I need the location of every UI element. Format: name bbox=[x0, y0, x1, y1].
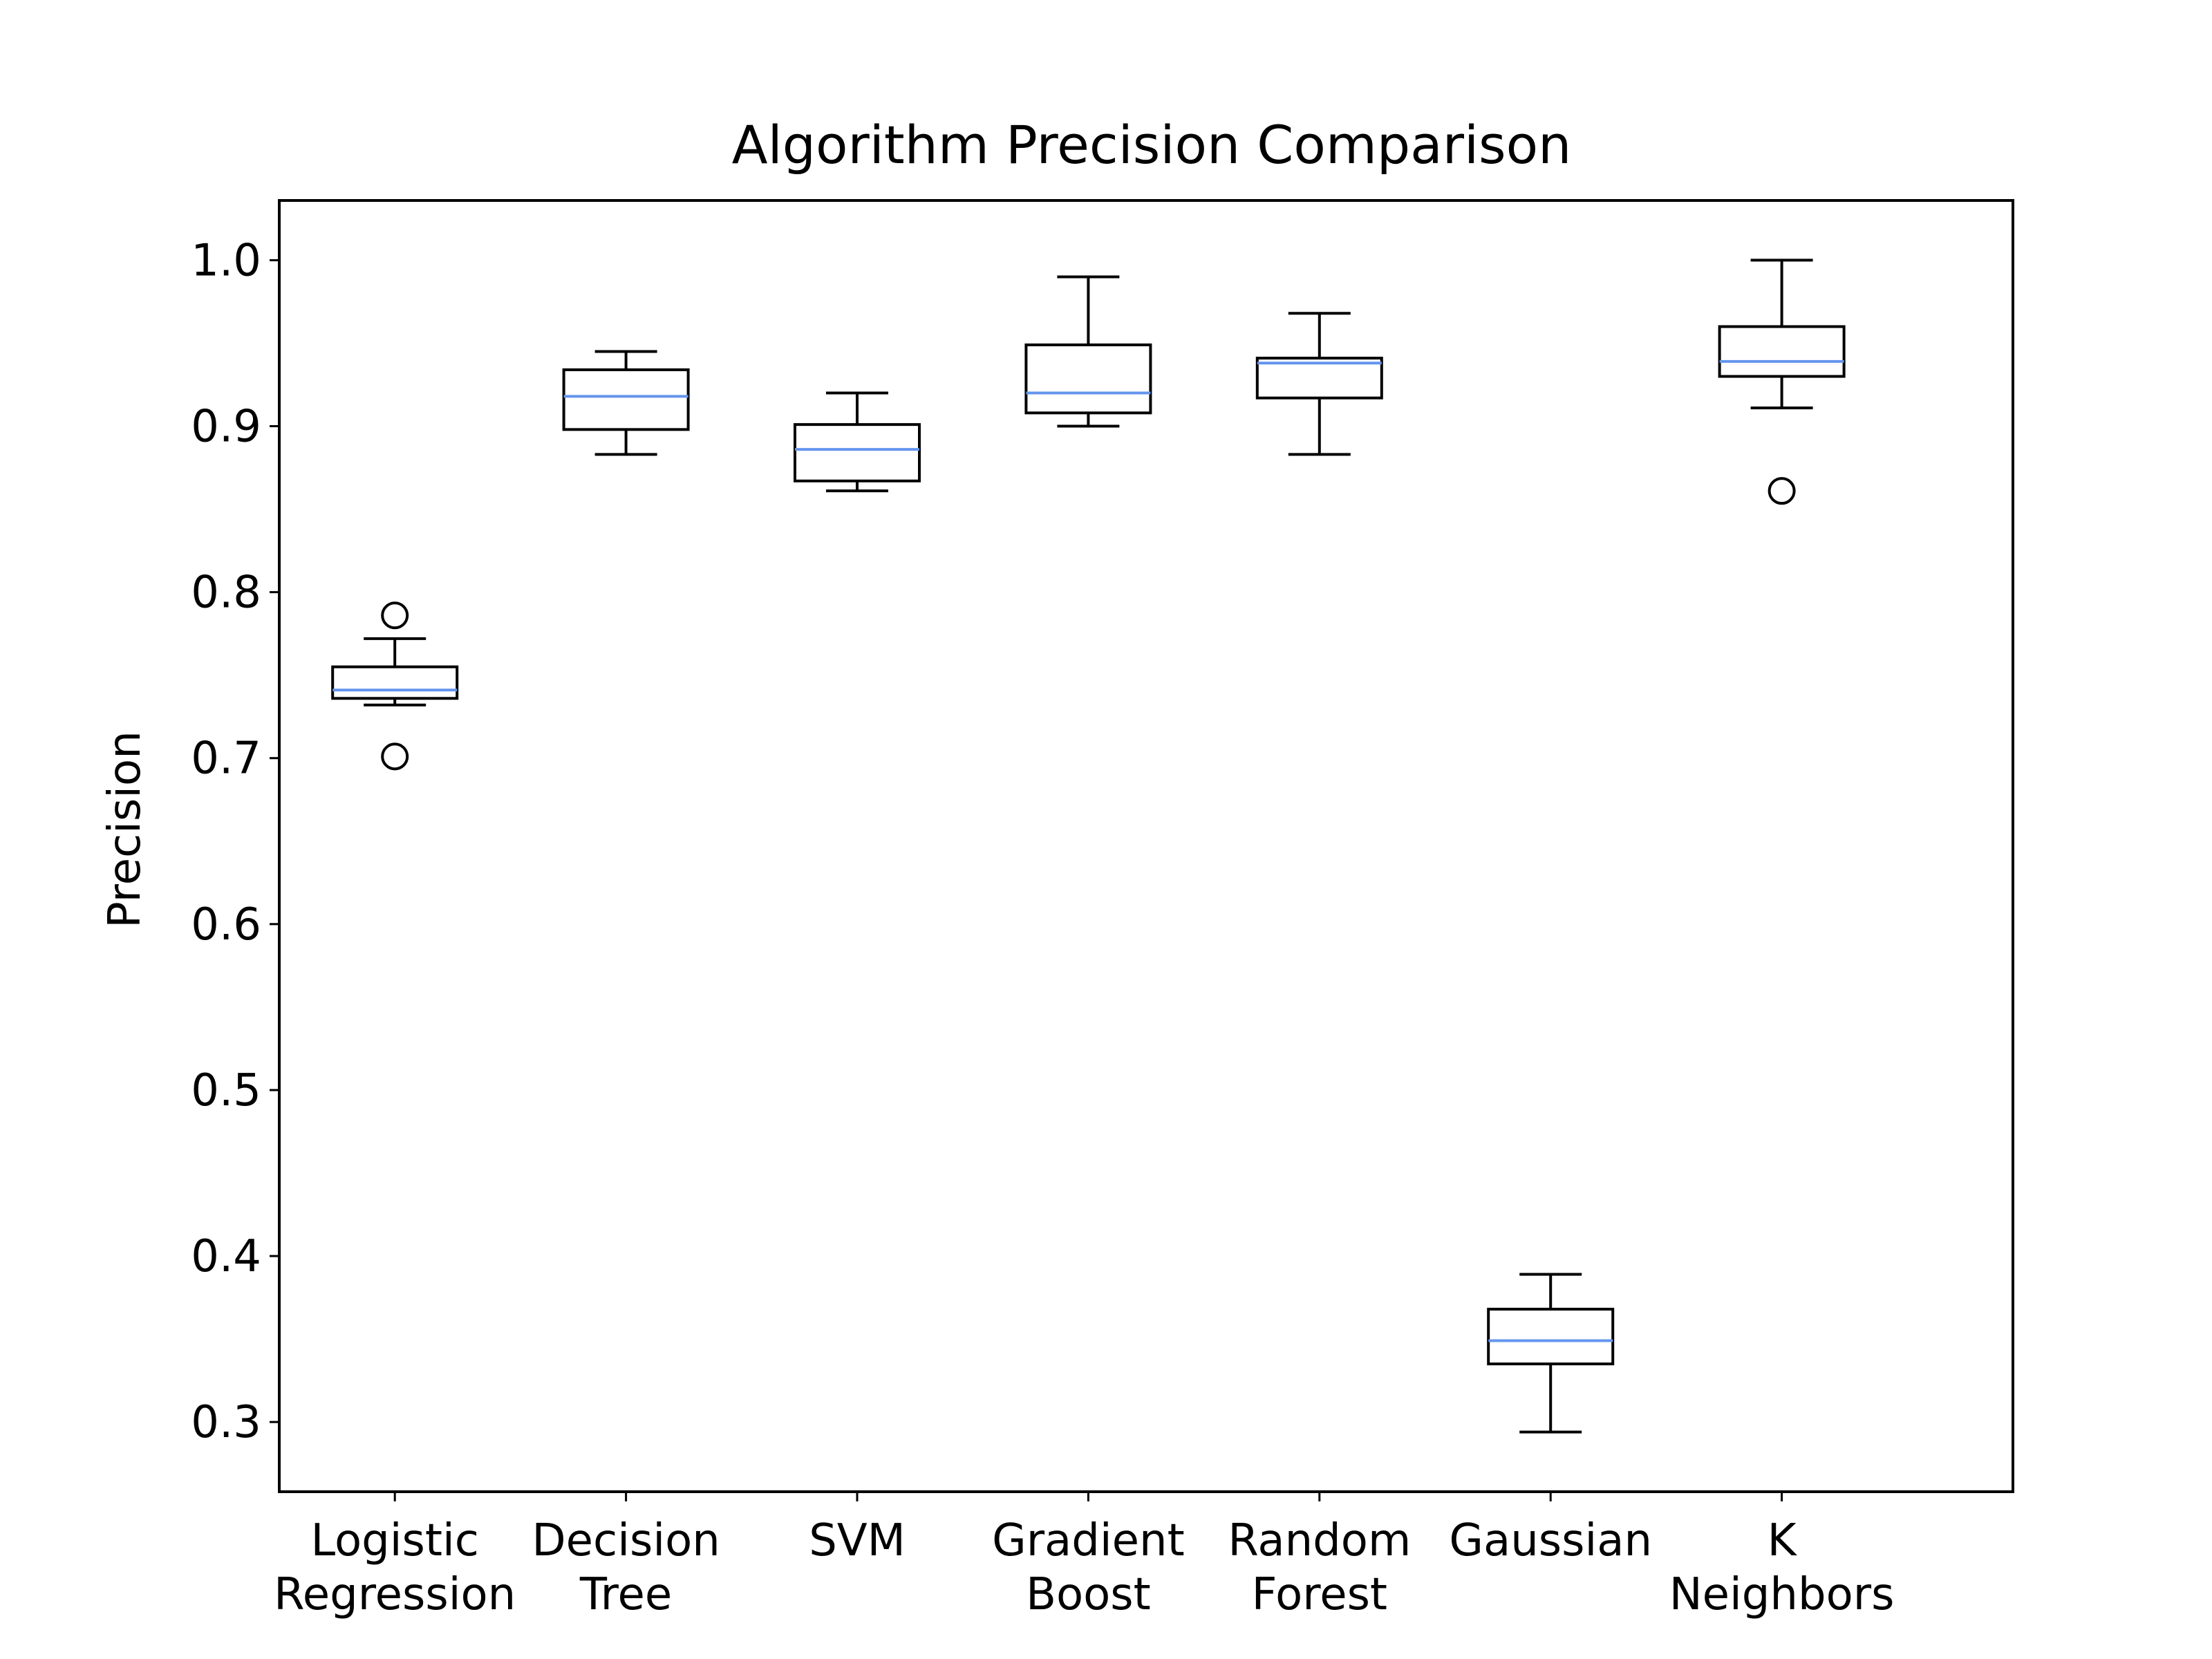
box bbox=[1487, 1307, 1615, 1366]
outlier-point bbox=[381, 742, 409, 771]
box bbox=[794, 423, 921, 482]
x-tick-label: Logistic Regression bbox=[274, 1515, 516, 1620]
x-tick-label: Random Forest bbox=[1228, 1515, 1411, 1620]
y-tick-label: 1.0 bbox=[191, 235, 261, 286]
y-tick-label: 0.8 bbox=[191, 568, 261, 619]
outlier-point bbox=[1768, 477, 1796, 505]
x-tick-label: K Neighbors bbox=[1669, 1515, 1895, 1620]
box bbox=[1024, 343, 1152, 415]
y-tick-label: 0.3 bbox=[191, 1397, 261, 1448]
x-tick-label: SVM bbox=[809, 1515, 906, 1566]
outlier-point bbox=[381, 601, 409, 630]
box bbox=[1255, 357, 1383, 400]
y-tick-label: 0.7 bbox=[191, 733, 261, 785]
x-tick-label: Decision Tree bbox=[532, 1515, 720, 1620]
x-tick-label: Gradient Boost bbox=[992, 1515, 1185, 1620]
y-axis-label: Precision bbox=[100, 731, 151, 928]
plot-area-frame bbox=[278, 199, 2014, 1493]
y-tick-label: 0.5 bbox=[191, 1065, 261, 1116]
y-tick-label: 0.9 bbox=[191, 402, 261, 453]
y-tick-label: 0.4 bbox=[191, 1231, 261, 1282]
box bbox=[331, 665, 459, 700]
plot-marks: 0.3 0.4 0.5 0.6 0.7 0.8 0.9 1.0 Logistic Regressi… bbox=[191, 235, 1894, 1620]
chart-title: Algorithm Precision Comparison bbox=[732, 114, 1572, 176]
y-tick-label: 0.6 bbox=[191, 899, 261, 950]
box bbox=[1718, 325, 1846, 378]
x-tick-label: Gaussian bbox=[1449, 1515, 1652, 1566]
box bbox=[562, 368, 690, 431]
